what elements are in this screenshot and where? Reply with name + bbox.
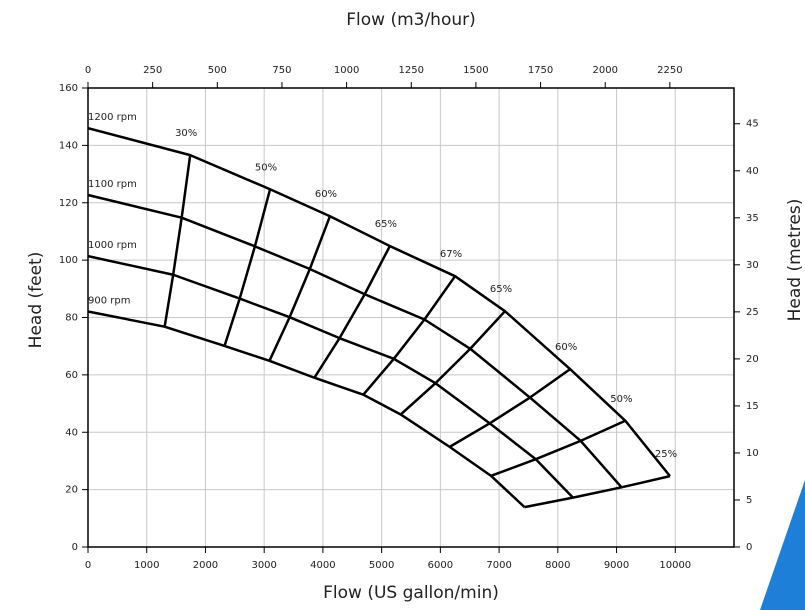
x2-tick-label: 2000 bbox=[592, 65, 617, 76]
curve bbox=[449, 368, 571, 448]
x-tick-label: 0 bbox=[85, 560, 91, 571]
curve bbox=[399, 310, 506, 416]
x-tick-label: 1000 bbox=[134, 560, 159, 571]
x-tick-label: 2000 bbox=[193, 560, 218, 571]
curve-label: 50% bbox=[610, 394, 632, 405]
curve-label: 65% bbox=[490, 284, 512, 295]
x2-tick-label: 1750 bbox=[528, 65, 553, 76]
y-tick-label: 0 bbox=[72, 542, 78, 553]
curve-label: 65% bbox=[375, 219, 397, 230]
y-tick-label: 120 bbox=[59, 198, 78, 209]
x-tick-label: 7000 bbox=[486, 560, 511, 571]
x-tick-label: 4000 bbox=[310, 560, 335, 571]
x-tick-label: 3000 bbox=[251, 560, 276, 571]
x-tick-label: 10000 bbox=[659, 560, 691, 571]
y2-tick-label: 45 bbox=[746, 119, 759, 130]
x-axis-title: Flow (US gallon/min) bbox=[323, 583, 499, 603]
curve-label: 30% bbox=[175, 128, 197, 139]
curve bbox=[163, 154, 192, 327]
curve bbox=[87, 126, 671, 477]
y-tick-label: 40 bbox=[65, 427, 78, 438]
x2-tick-label: 500 bbox=[208, 65, 227, 76]
curve bbox=[223, 188, 272, 347]
x2-tick-label: 0 bbox=[85, 65, 91, 76]
curve bbox=[524, 474, 671, 509]
x-tick-label: 8000 bbox=[545, 560, 570, 571]
x2-tick-label: 2250 bbox=[657, 65, 682, 76]
plot-frame bbox=[87, 87, 735, 548]
curve bbox=[268, 215, 332, 362]
y2-tick-label: 20 bbox=[746, 354, 759, 365]
curve-label: 60% bbox=[315, 189, 337, 200]
y2-tick-label: 40 bbox=[746, 166, 759, 177]
curve-label: 67% bbox=[440, 249, 462, 260]
curve bbox=[362, 275, 457, 396]
x2-axis-title: Flow (m3/hour) bbox=[346, 10, 476, 30]
curve bbox=[87, 193, 623, 489]
curve bbox=[87, 254, 574, 499]
x2-tick-label: 1500 bbox=[463, 65, 488, 76]
y-tick-label: 80 bbox=[65, 313, 78, 324]
x2-tick-label: 250 bbox=[143, 65, 162, 76]
x2-tick-label: 750 bbox=[272, 65, 291, 76]
curve-label: 60% bbox=[555, 342, 577, 353]
y2-tick-label: 25 bbox=[746, 307, 759, 318]
x-tick-label: 9000 bbox=[604, 560, 629, 571]
y-tick-label: 60 bbox=[65, 370, 78, 381]
x2-tick-label: 1250 bbox=[399, 65, 424, 76]
y-tick-label: 100 bbox=[59, 255, 78, 266]
y2-tick-label: 0 bbox=[746, 542, 752, 553]
curve-label: 1000 rpm bbox=[88, 240, 137, 251]
y-axis-title: Head (feet) bbox=[26, 252, 46, 349]
curve bbox=[313, 245, 391, 379]
x-tick-label: 5000 bbox=[369, 560, 394, 571]
curve bbox=[490, 419, 626, 478]
curve-label: 25% bbox=[655, 449, 677, 460]
y-tick-label: 20 bbox=[65, 485, 78, 496]
x2-tick-label: 1000 bbox=[334, 65, 359, 76]
y2-tick-label: 30 bbox=[746, 260, 759, 271]
curve-label: 900 rpm bbox=[88, 295, 130, 306]
curve-label: 50% bbox=[255, 162, 277, 173]
curve-label: 1200 rpm bbox=[88, 112, 137, 123]
y2-tick-label: 10 bbox=[746, 448, 759, 459]
y2-tick-label: 5 bbox=[746, 495, 752, 506]
decoration bbox=[760, 480, 805, 610]
x-tick-label: 6000 bbox=[428, 560, 453, 571]
y-tick-label: 140 bbox=[59, 140, 78, 151]
y2-tick-label: 15 bbox=[746, 401, 759, 412]
curve-label: 1100 rpm bbox=[88, 179, 137, 190]
y-tick-label: 160 bbox=[59, 83, 78, 94]
y2-axis-title: Head (metres) bbox=[785, 199, 805, 322]
curve bbox=[87, 310, 526, 509]
y2-tick-label: 35 bbox=[746, 213, 759, 224]
